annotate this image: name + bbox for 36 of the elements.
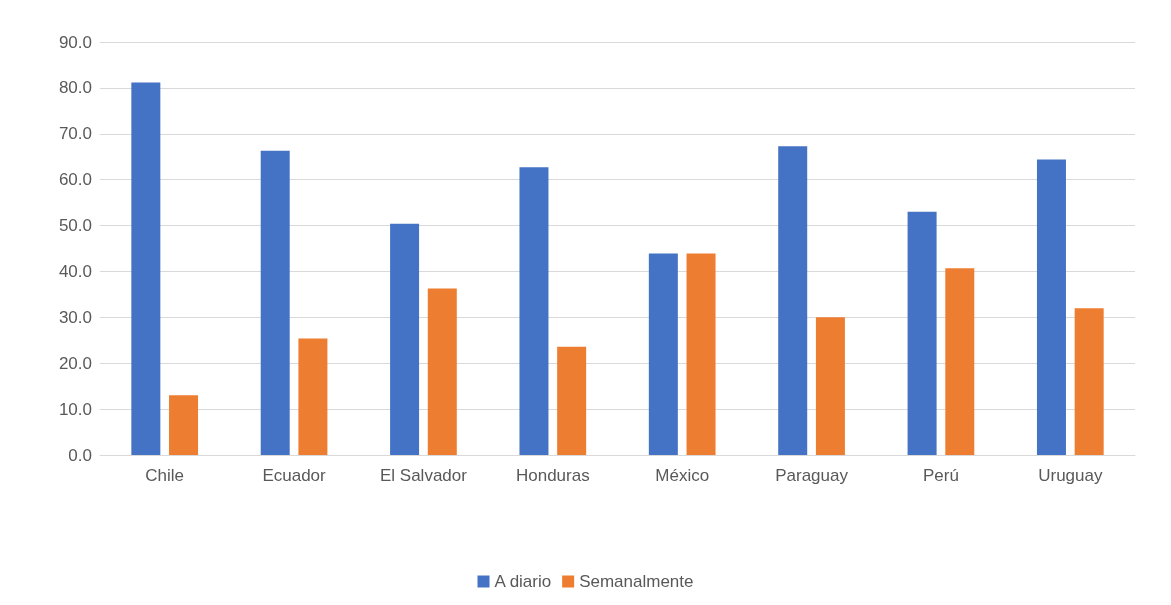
bar [686, 253, 716, 455]
bar [131, 82, 161, 455]
bar [169, 395, 199, 455]
y-tick-label: 10.0 [58, 399, 92, 419]
y-tick-label: 50.0 [58, 216, 92, 236]
bar [778, 146, 808, 455]
x-tick-label: México [655, 465, 710, 485]
y-tick-label: 0.0 [68, 445, 92, 465]
x-tick-label: El Salvador [379, 465, 468, 485]
y-tick-label: 60.0 [58, 170, 92, 190]
bar [648, 253, 678, 455]
bar [945, 268, 975, 455]
bar [1074, 308, 1104, 455]
x-tick-label: Ecuador [262, 465, 327, 485]
bar [298, 338, 328, 455]
y-tick-label: 90.0 [58, 32, 92, 52]
y-tick-label: 30.0 [58, 307, 92, 327]
bar [390, 223, 420, 455]
bar [815, 317, 845, 455]
y-tick-label: 20.0 [58, 353, 92, 373]
x-tick-label: Chile [145, 465, 185, 485]
y-tick-label: 40.0 [58, 261, 92, 281]
bar [1036, 159, 1066, 455]
bar [519, 167, 549, 455]
bar [427, 288, 457, 455]
legend-label: A diario [494, 572, 552, 591]
y-tick-label: 80.0 [58, 78, 92, 98]
bar [557, 346, 587, 455]
x-tick-label: Uruguay [1038, 465, 1103, 485]
y-tick-label: 70.0 [58, 124, 92, 144]
bar [260, 150, 290, 455]
x-tick-label: Paraguay [775, 465, 849, 485]
x-tick-label: Honduras [515, 465, 590, 485]
legend-label: Semanalmente [579, 572, 694, 591]
x-tick-label: Perú [922, 465, 959, 485]
bar [907, 211, 937, 455]
